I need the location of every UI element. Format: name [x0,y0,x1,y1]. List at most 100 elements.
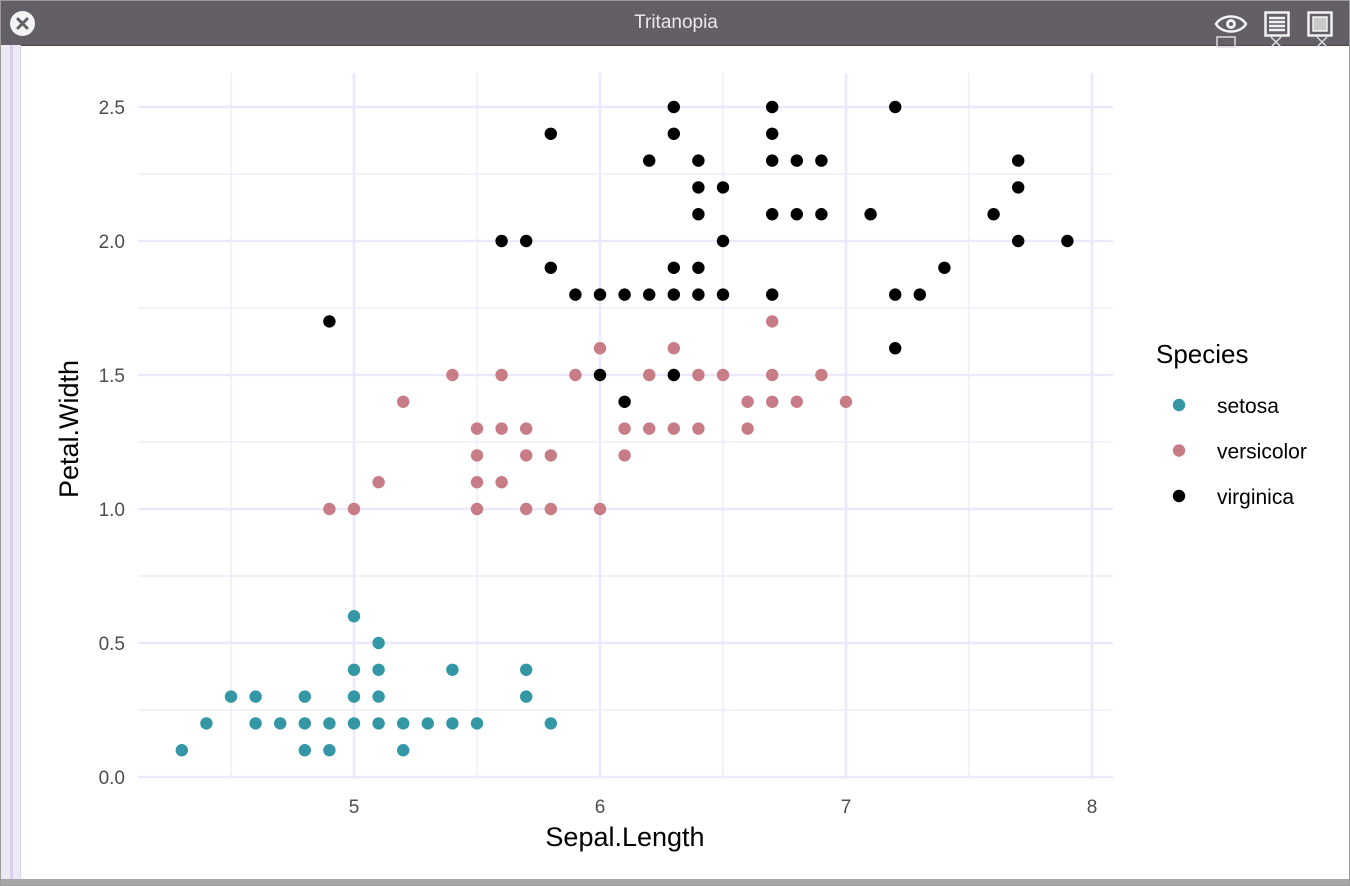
point-virginica [692,261,705,274]
point-virginica [815,154,828,167]
point-versicolor [470,449,484,462]
point-versicolor [643,422,656,435]
x-tick-label: 7 [841,797,852,818]
legend-key-setosa [1172,398,1186,412]
point-versicolor [766,315,779,328]
point-virginica [889,100,902,114]
point-virginica [544,127,557,140]
point-virginica [766,208,779,221]
point-virginica [889,288,902,301]
point-setosa [298,690,311,703]
point-versicolor [766,395,779,408]
point-versicolor [495,422,508,435]
point-setosa [347,610,361,623]
point-versicolor [347,502,361,516]
eye-icon[interactable] [1214,11,1248,37]
point-versicolor [593,502,607,516]
point-virginica [815,208,828,221]
point-versicolor [544,502,557,516]
point-virginica [593,288,607,301]
point-versicolor [667,422,680,435]
point-virginica [593,368,607,382]
title-bar[interactable]: Tritanopia [1,1,1349,46]
point-setosa [372,636,385,650]
legend-title: Species [1156,339,1249,369]
panel-divider [10,45,13,885]
x-tick-label: 8 [1087,797,1098,818]
point-virginica [692,154,705,167]
point-versicolor [495,368,508,382]
point-versicolor [643,368,656,382]
point-virginica [716,181,730,194]
point-virginica [716,234,730,248]
y-tick-label: 0.5 [99,634,125,655]
point-virginica [495,234,508,248]
point-virginica [790,154,803,167]
y-tick-label: 2.5 [99,98,125,119]
close-button[interactable] [10,11,35,36]
point-versicolor [667,342,680,355]
point-versicolor [470,502,484,516]
point-virginica [667,127,680,140]
point-setosa [544,717,557,730]
point-virginica [667,368,680,382]
point-virginica [766,154,779,167]
point-versicolor [692,422,705,435]
point-setosa [421,717,434,730]
point-setosa [298,717,311,730]
point-versicolor [495,476,508,489]
legend-label-versicolor: versicolor [1217,441,1307,464]
point-virginica [643,154,656,167]
x-axis-title: Sepal.Length [545,822,704,852]
point-setosa [372,717,385,730]
faint-toolbar-icons [1216,36,1328,48]
point-virginica [766,288,779,301]
window-icon[interactable] [1307,11,1333,37]
point-setosa [397,717,410,730]
point-versicolor [839,395,853,408]
point-virginica [1012,234,1025,248]
legend-label-virginica: virginica [1217,486,1294,509]
point-versicolor [741,395,754,408]
x-tick-label: 5 [349,797,360,818]
point-versicolor [716,368,730,382]
point-virginica [716,288,730,301]
point-versicolor [569,368,582,382]
x-tick-label: 6 [595,797,606,818]
point-virginica [790,208,803,221]
point-setosa [397,744,410,757]
point-setosa [274,717,287,730]
point-setosa [298,744,311,757]
left-panel-edge [1,45,21,885]
point-virginica [987,208,1000,221]
point-setosa [249,690,262,703]
legend-key-versicolor [1172,444,1186,457]
point-virginica [643,288,656,301]
point-setosa [372,690,385,703]
y-tick-label: 1.5 [99,366,125,387]
list-view-icon[interactable] [1264,11,1290,37]
point-virginica [913,288,926,301]
y-axis-title: Petal.Width [54,360,84,498]
point-versicolor [790,395,803,408]
point-virginica [520,234,533,248]
point-virginica [667,261,680,274]
point-virginica [618,395,631,408]
point-versicolor [815,368,828,382]
point-virginica [667,288,680,301]
point-virginica [889,342,902,355]
close-icon [16,17,29,30]
y-tick-label: 2.0 [99,232,125,253]
point-virginica [692,181,705,194]
point-setosa [347,663,361,676]
point-setosa [520,690,533,703]
point-versicolor [397,395,410,408]
point-versicolor [544,449,557,462]
tick-labels: 5 6 7 8 0.0 0.5 1.0 1.5 2.0 2.5 [99,98,1098,818]
point-virginica [569,288,582,301]
point-versicolor [520,502,533,516]
point-setosa [323,717,336,730]
point-virginica [1061,234,1074,248]
